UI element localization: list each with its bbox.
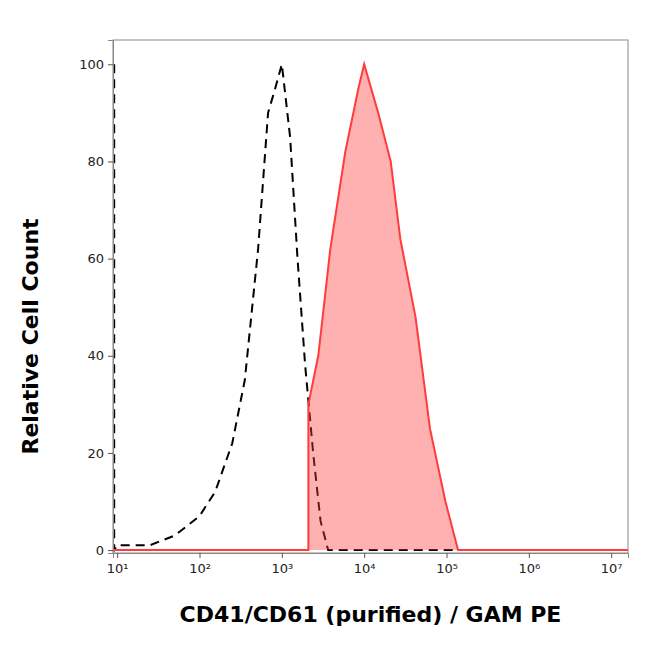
y-tick: 80 [87, 154, 113, 169]
x-tick-mark [447, 553, 448, 558]
x-axis-title: CD41/CD61 (purified) / GAM PE [180, 602, 562, 627]
x-tick-label: 10⁴ [354, 561, 376, 576]
y-tick-mark [108, 453, 113, 454]
y-tick: 20 [87, 446, 113, 461]
plot-area [113, 64, 628, 550]
x-tick-label: 10⁷ [601, 561, 623, 576]
y-tick-mark [108, 259, 113, 260]
y-axis-line [108, 41, 114, 554]
x-tick: 10¹ [107, 553, 129, 576]
y-tick-label: 80 [87, 154, 104, 169]
x-tick-label: 10⁵ [436, 561, 458, 576]
series-line [113, 64, 628, 550]
y-tick-label: 40 [87, 348, 104, 363]
x-axis-line [114, 554, 629, 559]
y-tick-label: 60 [87, 251, 104, 266]
y-tick: 60 [87, 251, 113, 266]
x-tick-label: 10¹ [107, 561, 129, 576]
y-tick-mark [108, 356, 113, 357]
y-tick-mark [108, 64, 113, 65]
plot-frame [113, 40, 628, 553]
x-tick-mark [364, 553, 365, 558]
y-tick: 40 [87, 348, 113, 363]
x-tick: 10⁵ [436, 553, 458, 576]
x-tick: 10⁷ [601, 553, 623, 576]
y-tick-mark [108, 550, 113, 551]
y-tick-mark [108, 161, 113, 162]
y-tick-label: 100 [79, 57, 104, 72]
x-tick-mark [529, 553, 530, 558]
x-axis: 10¹ 10² 10³ 10⁴ 10⁵ 10⁶ 10⁷ [107, 553, 629, 576]
x-tick-mark [117, 553, 118, 558]
series-area [113, 64, 628, 550]
x-tick: 10² [189, 553, 211, 576]
x-tick-mark [282, 553, 283, 558]
x-tick: 10⁴ [354, 553, 376, 576]
x-tick: 10⁶ [518, 553, 540, 576]
chart: 10¹ 10² 10³ 10⁴ 10⁵ 10⁶ 10⁷ 0 20 40 60 80 100 CD41/CD… [0, 0, 650, 645]
y-axis-title: Relative Cell Count [18, 218, 43, 455]
x-tick: 10³ [271, 553, 293, 576]
y-tick-label: 20 [87, 446, 104, 461]
x-tick-label: 10⁶ [518, 561, 540, 576]
x-tick-mark [200, 553, 201, 558]
x-tick-label: 10³ [271, 561, 293, 576]
y-tick: 0 [96, 543, 113, 558]
x-tick-mark [611, 553, 612, 558]
y-tick: 100 [79, 57, 113, 72]
x-tick-label: 10² [189, 561, 211, 576]
y-tick-label: 0 [96, 543, 104, 558]
y-axis: 0 20 40 60 80 100 [79, 41, 113, 558]
